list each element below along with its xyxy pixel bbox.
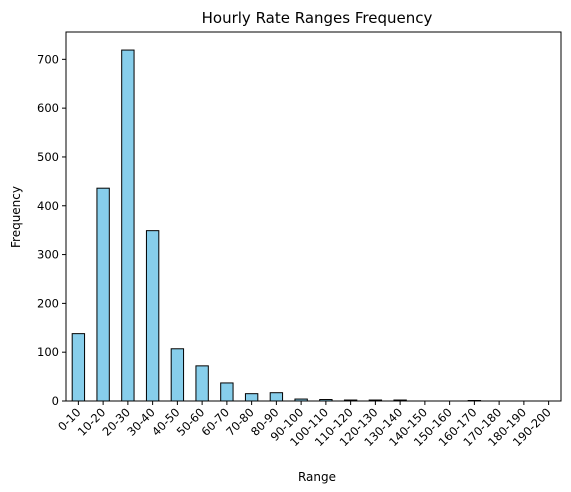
- bar-0-10: [71, 333, 86, 402]
- bar-10-20: [96, 187, 110, 402]
- bar-40-50: [170, 348, 185, 402]
- chart-title: Hourly Rate Ranges Frequency: [202, 9, 433, 27]
- bar-60-70: [220, 382, 234, 402]
- y-tick-label: 100: [37, 345, 59, 359]
- plot-frame: [65, 31, 562, 402]
- bar-80-90: [269, 392, 284, 402]
- bars-group: [71, 49, 482, 402]
- bar-20-30: [121, 49, 135, 402]
- y-tick-label: 200: [37, 296, 59, 310]
- bar-70-80: [244, 393, 259, 402]
- y-tick-label: 500: [37, 150, 59, 164]
- x-axis: 0-1010-2020-3030-4040-5050-6060-7070-808…: [55, 401, 554, 449]
- y-tick-label: 700: [37, 52, 59, 66]
- y-tick-label: 300: [37, 248, 59, 262]
- y-axis-label: Frequency: [9, 186, 23, 248]
- bar-30-40: [145, 230, 160, 402]
- x-axis-label: Range: [298, 470, 336, 484]
- y-tick-label: 600: [37, 101, 59, 115]
- y-tick-label: 0: [52, 394, 59, 408]
- y-tick-label: 400: [37, 199, 59, 213]
- y-axis: 0 100 200 300 400 500 600 700: [37, 52, 66, 408]
- bar-50-60: [195, 365, 209, 402]
